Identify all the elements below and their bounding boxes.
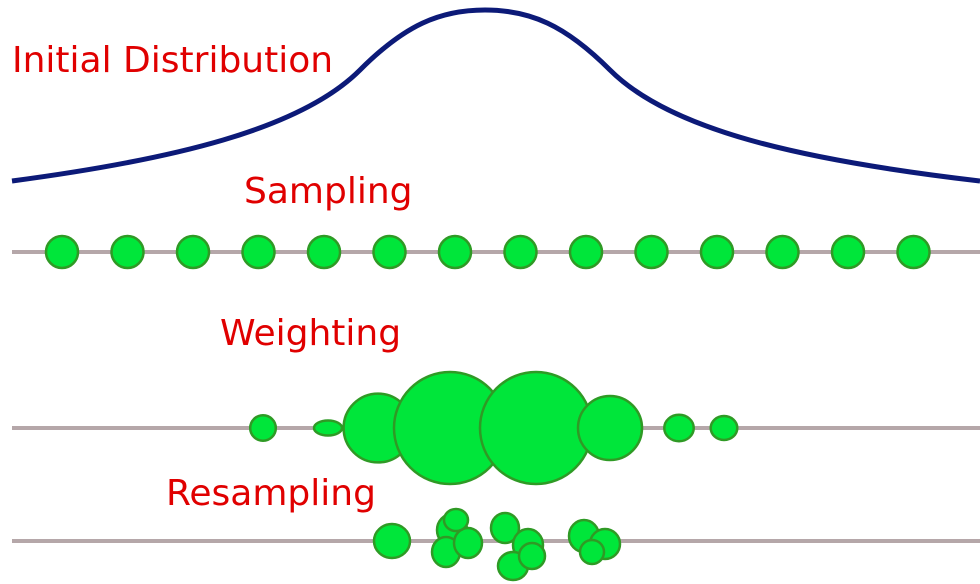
sampling-particle <box>699 234 735 270</box>
label-weighting: Weighting <box>220 313 401 354</box>
sampling-particle <box>503 234 538 270</box>
sampling-particle <box>175 234 211 270</box>
label-sampling: Sampling <box>244 171 413 212</box>
resampling-particle <box>489 511 521 545</box>
initial-distribution-curve <box>11 7 980 184</box>
sampling-particles <box>44 234 931 270</box>
resampling-particle <box>442 507 470 533</box>
label-initial-distribution: Initial Distribution <box>12 40 333 81</box>
sampling-particle <box>568 234 604 270</box>
sampling-particle <box>44 234 80 270</box>
weighting-particle <box>248 413 278 443</box>
weighting-particle <box>663 413 695 443</box>
sampling-particle <box>437 234 473 270</box>
label-resampling: Resampling <box>166 473 376 514</box>
resampling-particles <box>372 507 622 582</box>
sampling-particle <box>634 234 669 270</box>
resampling-particle <box>372 522 412 560</box>
sampling-particle <box>241 234 276 270</box>
sampling-particle <box>765 234 800 270</box>
weighting-particle <box>576 394 644 462</box>
resampling-particle <box>578 538 606 566</box>
weighting-particles <box>248 370 739 486</box>
resampling-particle <box>452 526 484 560</box>
sampling-particle <box>306 234 342 270</box>
weighting-particle <box>312 419 344 437</box>
sampling-particle <box>830 234 866 270</box>
sampling-particle <box>110 234 145 270</box>
sampling-particle <box>896 234 931 270</box>
sampling-particle <box>372 234 407 270</box>
weighting-particle <box>478 370 594 486</box>
resampling-particle <box>517 541 547 571</box>
weighting-particle <box>709 414 739 442</box>
